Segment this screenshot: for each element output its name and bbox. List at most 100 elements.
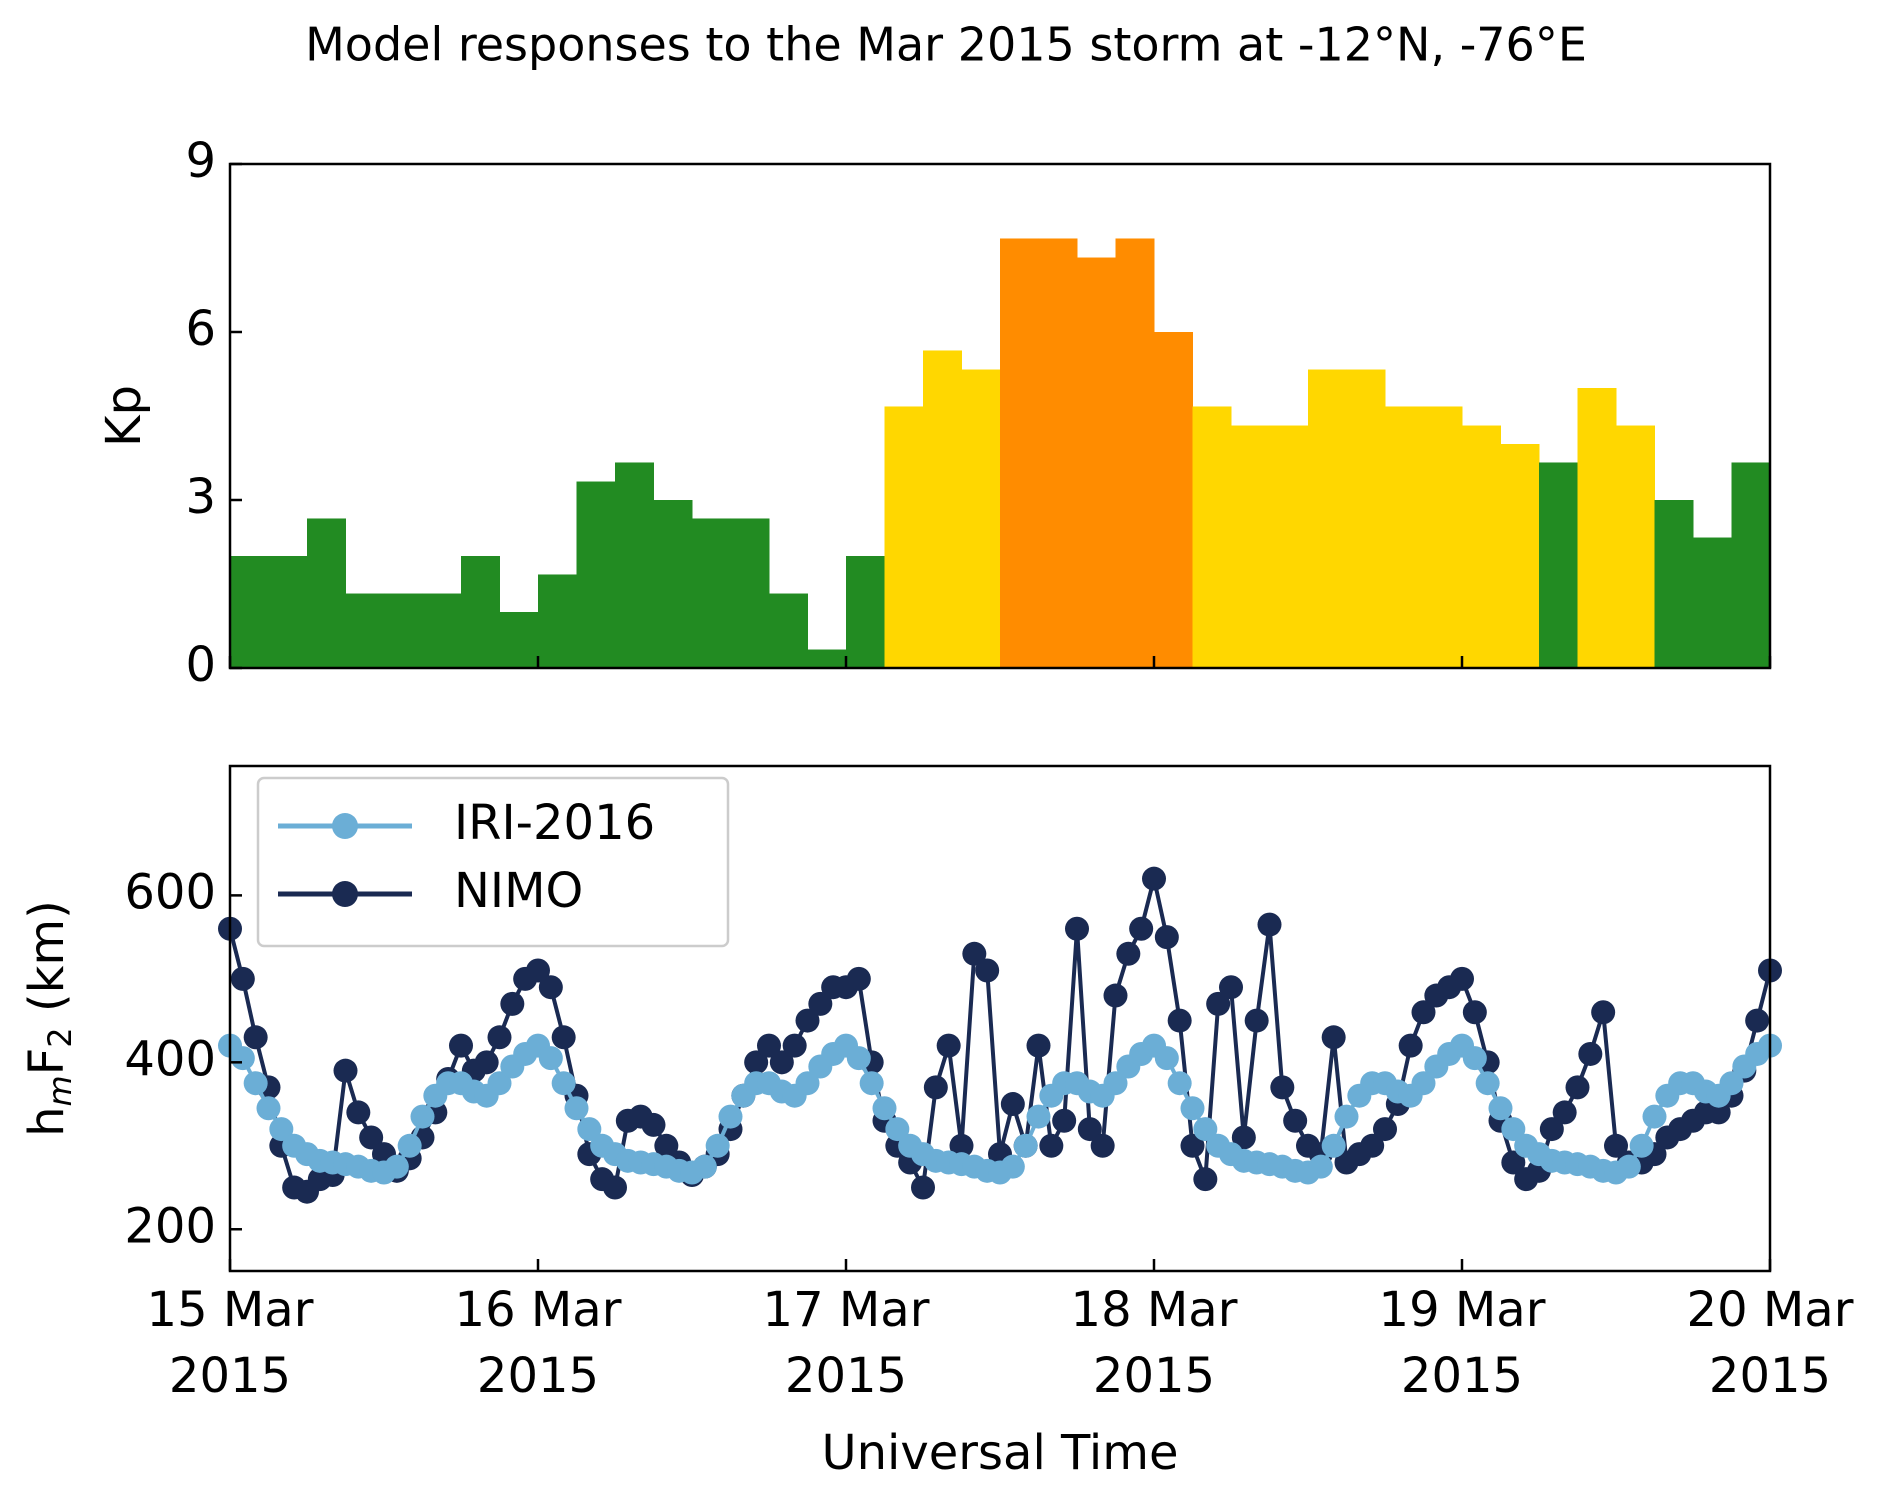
series-marker: [1180, 1096, 1205, 1121]
series-marker: [577, 1117, 602, 1142]
series-marker: [256, 1096, 281, 1121]
series-marker: [359, 1125, 384, 1150]
bar: [1462, 425, 1501, 668]
x-tick-label: 18 Mar 2015: [1071, 1282, 1238, 1404]
series-marker: [1180, 1133, 1205, 1158]
series-marker: [538, 975, 563, 1000]
bar: [653, 500, 693, 668]
series-marker: [782, 1033, 807, 1058]
series-marker: [1462, 1000, 1487, 1025]
series-marker: [1565, 1075, 1590, 1100]
bar: [499, 612, 539, 668]
series-marker: [654, 1133, 679, 1158]
bar: [1308, 369, 1347, 668]
series-marker: [757, 1033, 781, 1058]
y-tick-label: 9: [185, 133, 216, 189]
bar: [230, 556, 269, 668]
bar: [692, 518, 731, 668]
bar: [1385, 406, 1424, 668]
series-marker: [975, 958, 1000, 983]
series-marker: [1642, 1104, 1667, 1129]
series-marker: [1283, 1108, 1308, 1133]
legend-marker: [332, 881, 358, 907]
bar: [1731, 462, 1771, 668]
series-marker: [769, 1050, 794, 1075]
series-marker: [230, 966, 255, 991]
bar: [1000, 238, 1039, 669]
bar: [615, 462, 654, 668]
series-marker: [1539, 1117, 1564, 1142]
bar: [1192, 406, 1232, 668]
series-marker: [269, 1117, 294, 1142]
bar: [1539, 462, 1578, 668]
series-marker: [744, 1050, 769, 1075]
series-marker: [846, 966, 871, 991]
series-marker: [1334, 1104, 1359, 1129]
series-marker: [500, 991, 525, 1016]
bar: [1154, 332, 1193, 668]
bar: [1577, 388, 1617, 668]
x-tick-label: 17 Mar 2015: [763, 1282, 930, 1404]
series-marker: [1039, 1133, 1064, 1158]
series-marker: [487, 1071, 512, 1096]
series-marker: [487, 1025, 512, 1050]
series-marker: [1000, 1154, 1025, 1179]
legend-label: IRI-2016: [454, 795, 655, 851]
series-marker: [949, 1133, 974, 1158]
bar: [1269, 425, 1309, 668]
series-marker: [846, 1046, 871, 1071]
series-marker: [1206, 991, 1231, 1016]
series-marker: [1629, 1133, 1654, 1158]
x-axis-label: Universal Time: [821, 1425, 1178, 1481]
series-marker: [1052, 1108, 1077, 1133]
series-marker: [410, 1104, 435, 1129]
bar: [730, 518, 770, 668]
bar: [1654, 500, 1694, 668]
series-marker: [1578, 1041, 1603, 1066]
series-marker: [1167, 1071, 1192, 1096]
axes-frame: [228, 764, 1772, 1273]
series-marker: [1090, 1133, 1115, 1158]
bar: [769, 593, 808, 668]
bar: [345, 593, 385, 668]
series-marker: [333, 1058, 358, 1083]
series-marker: [346, 1100, 371, 1125]
series-marker: [230, 1046, 255, 1071]
legend-marker: [332, 813, 358, 839]
series-marker: [538, 1046, 563, 1071]
bar: [268, 556, 308, 668]
series-marker: [1488, 1096, 1513, 1121]
x-tick-label: 16 Mar 2015: [455, 1282, 622, 1404]
bar: [1500, 444, 1540, 668]
series-marker: [1231, 1125, 1256, 1150]
series-marker: [1745, 1008, 1770, 1033]
x-tick-label: 19 Mar 2015: [1379, 1282, 1546, 1404]
y-tick-label: 6: [185, 301, 216, 357]
series-marker: [885, 1117, 910, 1142]
bar: [538, 574, 577, 668]
y-axis-label: Kp: [96, 385, 152, 447]
bar: [923, 350, 962, 668]
series-marker: [526, 958, 550, 983]
series-marker: [808, 991, 833, 1016]
series-marker: [1142, 866, 1166, 891]
y-tick-label: 200: [124, 1198, 216, 1254]
series-marker: [1552, 1100, 1577, 1125]
series-marker: [1026, 1104, 1051, 1129]
bar: [576, 481, 616, 668]
series-marker: [923, 1075, 948, 1100]
series-marker: [936, 1033, 961, 1058]
bar: [884, 406, 924, 668]
series-marker: [1154, 1046, 1179, 1071]
series-marker: [1026, 1033, 1051, 1058]
series-marker: [603, 1175, 627, 1200]
series-marker: [449, 1033, 473, 1058]
series-marker: [705, 1133, 730, 1158]
series-marker: [1116, 941, 1141, 966]
series-marker: [397, 1133, 422, 1158]
series-marker: [551, 1071, 576, 1096]
legend-label: NIMO: [454, 863, 583, 919]
legend-box: [256, 776, 730, 948]
series-marker: [1501, 1117, 1526, 1142]
